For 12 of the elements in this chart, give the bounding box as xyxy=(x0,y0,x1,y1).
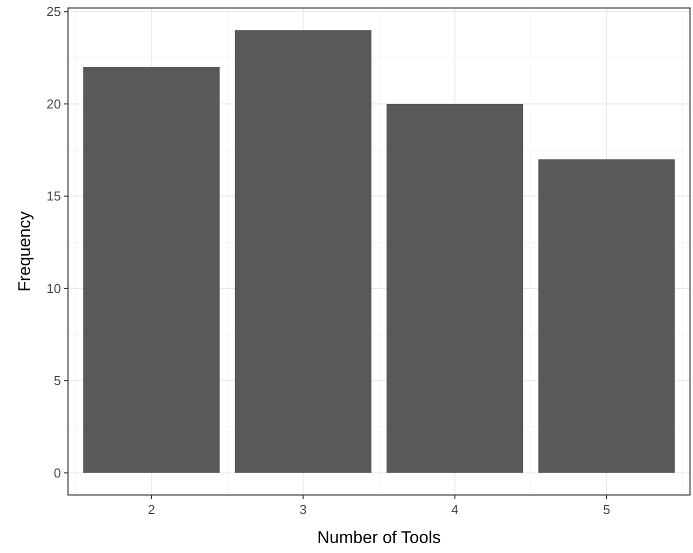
y-tick-label: 20 xyxy=(46,96,61,112)
y-axis-title: Frequency xyxy=(15,210,34,292)
y-tick-label: 15 xyxy=(46,188,61,204)
x-axis-title: Number of Tools xyxy=(317,528,441,547)
y-tick-label: 0 xyxy=(54,465,61,480)
x-tick-label: 4 xyxy=(451,502,458,517)
y-tick-label: 25 xyxy=(46,4,61,20)
y-tick-label: 10 xyxy=(46,280,61,296)
x-tick-label: 3 xyxy=(300,502,307,517)
y-tick-label: 5 xyxy=(54,373,61,388)
x-tick-label: 2 xyxy=(148,502,156,517)
x-tick-label: 5 xyxy=(602,502,610,517)
